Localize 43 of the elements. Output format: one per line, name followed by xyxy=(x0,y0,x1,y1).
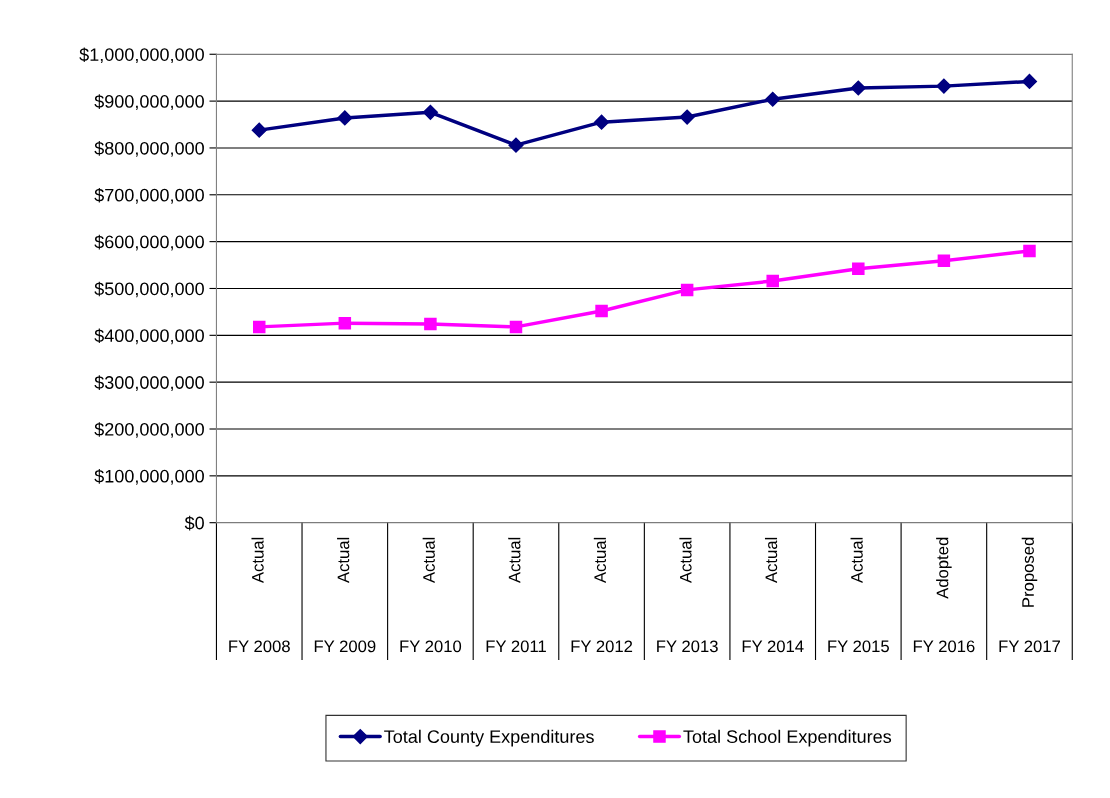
category-label: Proposed FY 2017 xyxy=(999,537,1060,653)
point xyxy=(251,122,267,138)
category-label: Actual FY 2012 xyxy=(571,537,633,653)
point xyxy=(252,320,266,334)
category-label: Actual FY 2011 xyxy=(486,537,546,653)
point xyxy=(679,109,695,125)
y-tick-label: $1,000,000,000 xyxy=(79,47,204,64)
point xyxy=(765,91,781,107)
legend-label: Total County Expenditures xyxy=(384,729,594,747)
point xyxy=(422,104,438,120)
point xyxy=(852,262,865,276)
y-tick-label: $300,000,000 xyxy=(94,375,204,392)
point xyxy=(1023,244,1036,258)
y-tick-label: $900,000,000 xyxy=(94,94,204,110)
y-tick-label: $600,000,000 xyxy=(94,234,204,251)
point xyxy=(850,80,866,96)
y-tick-label: $0 xyxy=(184,515,204,531)
point xyxy=(337,110,353,126)
point xyxy=(766,274,779,288)
category-label: Actual FY 2014 xyxy=(742,537,804,653)
y-tick-label: $400,000,000 xyxy=(94,328,204,345)
point xyxy=(509,320,523,334)
legend-label: Total School Expenditures xyxy=(683,729,892,747)
point xyxy=(680,283,694,297)
point xyxy=(936,78,952,94)
category-label: Actual FY 2015 xyxy=(828,537,889,653)
point xyxy=(424,317,437,331)
category-label: Actual FY 2008 xyxy=(229,537,290,653)
point xyxy=(593,114,610,130)
point xyxy=(508,137,524,153)
point xyxy=(1021,73,1038,90)
y-tick-label: $100,000,000 xyxy=(94,469,204,485)
category-label: Actual FY 2010 xyxy=(400,537,462,653)
category-label: Actual FY 2009 xyxy=(314,537,376,653)
y-tick-label: $500,000,000 xyxy=(94,281,204,298)
point xyxy=(595,304,608,318)
point xyxy=(937,254,951,268)
point xyxy=(338,316,352,330)
y-tick-label: $700,000,000 xyxy=(94,187,204,204)
category-label: Actual FY 2013 xyxy=(657,537,718,653)
category-label: Adopted FY 2016 xyxy=(913,537,975,653)
y-tick-label: $200,000,000 xyxy=(94,422,204,438)
y-tick-label: $800,000,000 xyxy=(94,141,204,157)
